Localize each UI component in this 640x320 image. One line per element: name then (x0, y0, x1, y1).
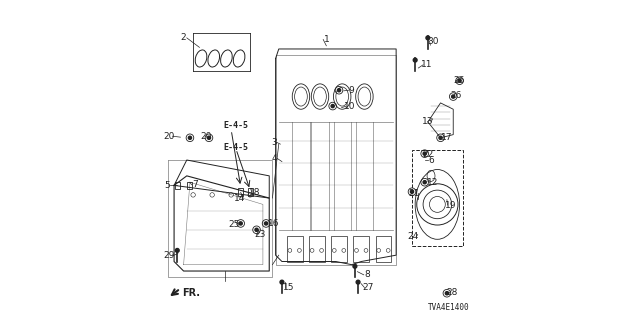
Circle shape (264, 222, 268, 225)
Text: 30: 30 (427, 36, 438, 45)
Circle shape (410, 190, 413, 193)
Text: 2: 2 (180, 33, 186, 42)
Text: 4: 4 (271, 154, 277, 163)
Text: 16: 16 (268, 219, 280, 228)
Text: 3: 3 (271, 138, 277, 147)
Text: 27: 27 (362, 283, 373, 292)
Text: 13: 13 (422, 117, 434, 126)
Circle shape (452, 95, 455, 98)
Text: 19: 19 (445, 201, 456, 210)
Text: 8: 8 (364, 270, 370, 279)
Circle shape (413, 58, 417, 62)
Text: 14: 14 (234, 194, 246, 203)
Text: 22: 22 (422, 150, 433, 159)
Text: TVA4E1400: TVA4E1400 (428, 303, 469, 312)
Circle shape (423, 180, 426, 184)
Circle shape (356, 280, 360, 284)
Bar (376, 236, 392, 261)
Text: 21: 21 (409, 189, 420, 198)
Bar (248, 188, 253, 196)
Bar (175, 181, 180, 189)
Circle shape (423, 152, 426, 155)
Circle shape (188, 136, 191, 140)
Text: 15: 15 (282, 283, 294, 292)
Text: 26: 26 (450, 92, 461, 100)
Bar (309, 236, 324, 261)
Text: 26: 26 (453, 76, 465, 85)
Text: 7: 7 (192, 180, 198, 189)
Circle shape (426, 36, 429, 40)
Bar (331, 236, 347, 261)
Text: 17: 17 (441, 133, 452, 142)
Circle shape (337, 89, 340, 92)
Text: 20: 20 (164, 132, 175, 141)
Text: 20: 20 (200, 132, 211, 141)
Text: FR.: FR. (182, 288, 200, 298)
Bar (287, 236, 303, 261)
Text: 5: 5 (164, 181, 170, 190)
Circle shape (331, 105, 334, 108)
Text: 29: 29 (164, 251, 175, 260)
Text: 25: 25 (228, 220, 239, 228)
Circle shape (445, 292, 449, 295)
Text: 6: 6 (428, 156, 434, 164)
Text: 9: 9 (349, 86, 355, 95)
Circle shape (175, 249, 179, 252)
Bar (412, 150, 463, 246)
Text: 24: 24 (407, 232, 419, 241)
Bar (238, 188, 243, 196)
Circle shape (458, 79, 461, 82)
Text: 10: 10 (344, 101, 355, 111)
Circle shape (439, 136, 442, 140)
Circle shape (280, 280, 284, 284)
Bar (353, 236, 369, 261)
Circle shape (239, 222, 243, 225)
Text: 11: 11 (420, 60, 432, 69)
Circle shape (207, 136, 211, 140)
Text: 1: 1 (323, 35, 329, 44)
Circle shape (255, 228, 258, 231)
Text: 12: 12 (427, 178, 438, 187)
Bar (188, 181, 193, 189)
Text: 28: 28 (446, 288, 458, 297)
Text: E-4-5: E-4-5 (223, 143, 248, 153)
Text: 23: 23 (254, 230, 266, 239)
Text: 18: 18 (249, 188, 260, 197)
Circle shape (353, 264, 356, 268)
Text: E-4-5: E-4-5 (223, 121, 248, 130)
